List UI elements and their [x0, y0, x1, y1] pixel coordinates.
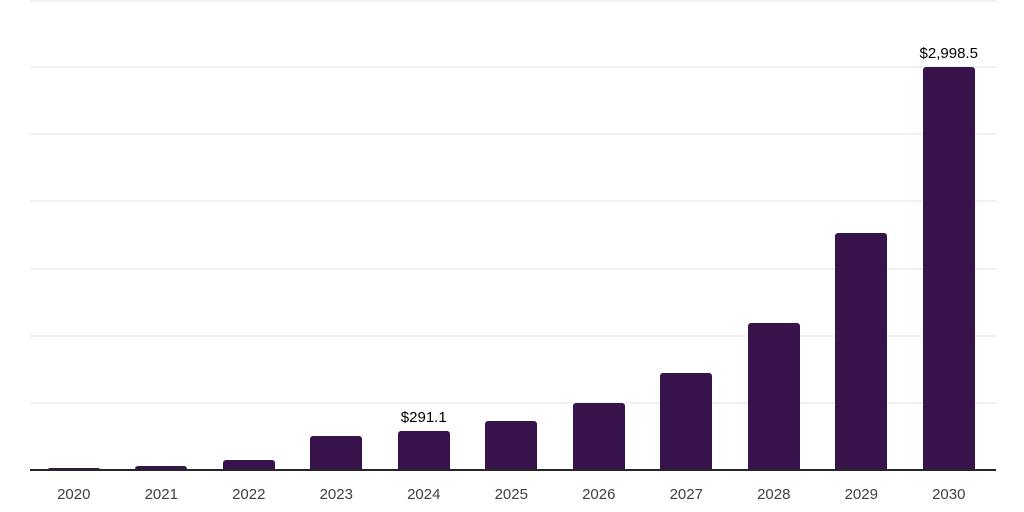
x-axis-line	[30, 469, 996, 471]
x-tick-label-2026: 2026	[582, 486, 616, 503]
x-tick-label-2023: 2023	[319, 486, 353, 503]
x-tick-label-2027: 2027	[669, 486, 703, 503]
x-tick-label-2025: 2025	[494, 486, 528, 503]
bar-2025	[485, 421, 538, 470]
bar-2022	[222, 459, 275, 470]
bar-2024	[397, 430, 450, 470]
gridline-2000	[30, 200, 996, 203]
bar-2028	[747, 323, 800, 470]
bar-2029	[835, 232, 888, 470]
gridline-3500	[30, 0, 996, 2]
gridline-1000	[30, 334, 996, 337]
gridline-500	[30, 401, 996, 404]
gridline-2500	[30, 133, 996, 136]
x-tick-label-2029: 2029	[844, 486, 878, 503]
bar-2026	[572, 403, 625, 470]
bar-2030	[922, 67, 975, 470]
bar-value-label-2024: $291.1	[400, 408, 447, 426]
x-tick-label-2020: 2020	[57, 486, 91, 503]
bar-2021	[135, 465, 188, 470]
bar-2023	[310, 436, 363, 470]
x-tick-label-2021: 2021	[144, 486, 178, 503]
x-tick-label-2028: 2028	[757, 486, 791, 503]
gridline-1500	[30, 267, 996, 270]
bar-2027	[660, 373, 713, 470]
x-tick-label-2022: 2022	[232, 486, 266, 503]
x-tick-label-2030: 2030	[932, 486, 966, 503]
x-tick-label-2024: 2024	[407, 486, 441, 503]
bar-value-label-2030: $2,998.5	[919, 45, 978, 63]
gridline-3000	[30, 66, 996, 69]
